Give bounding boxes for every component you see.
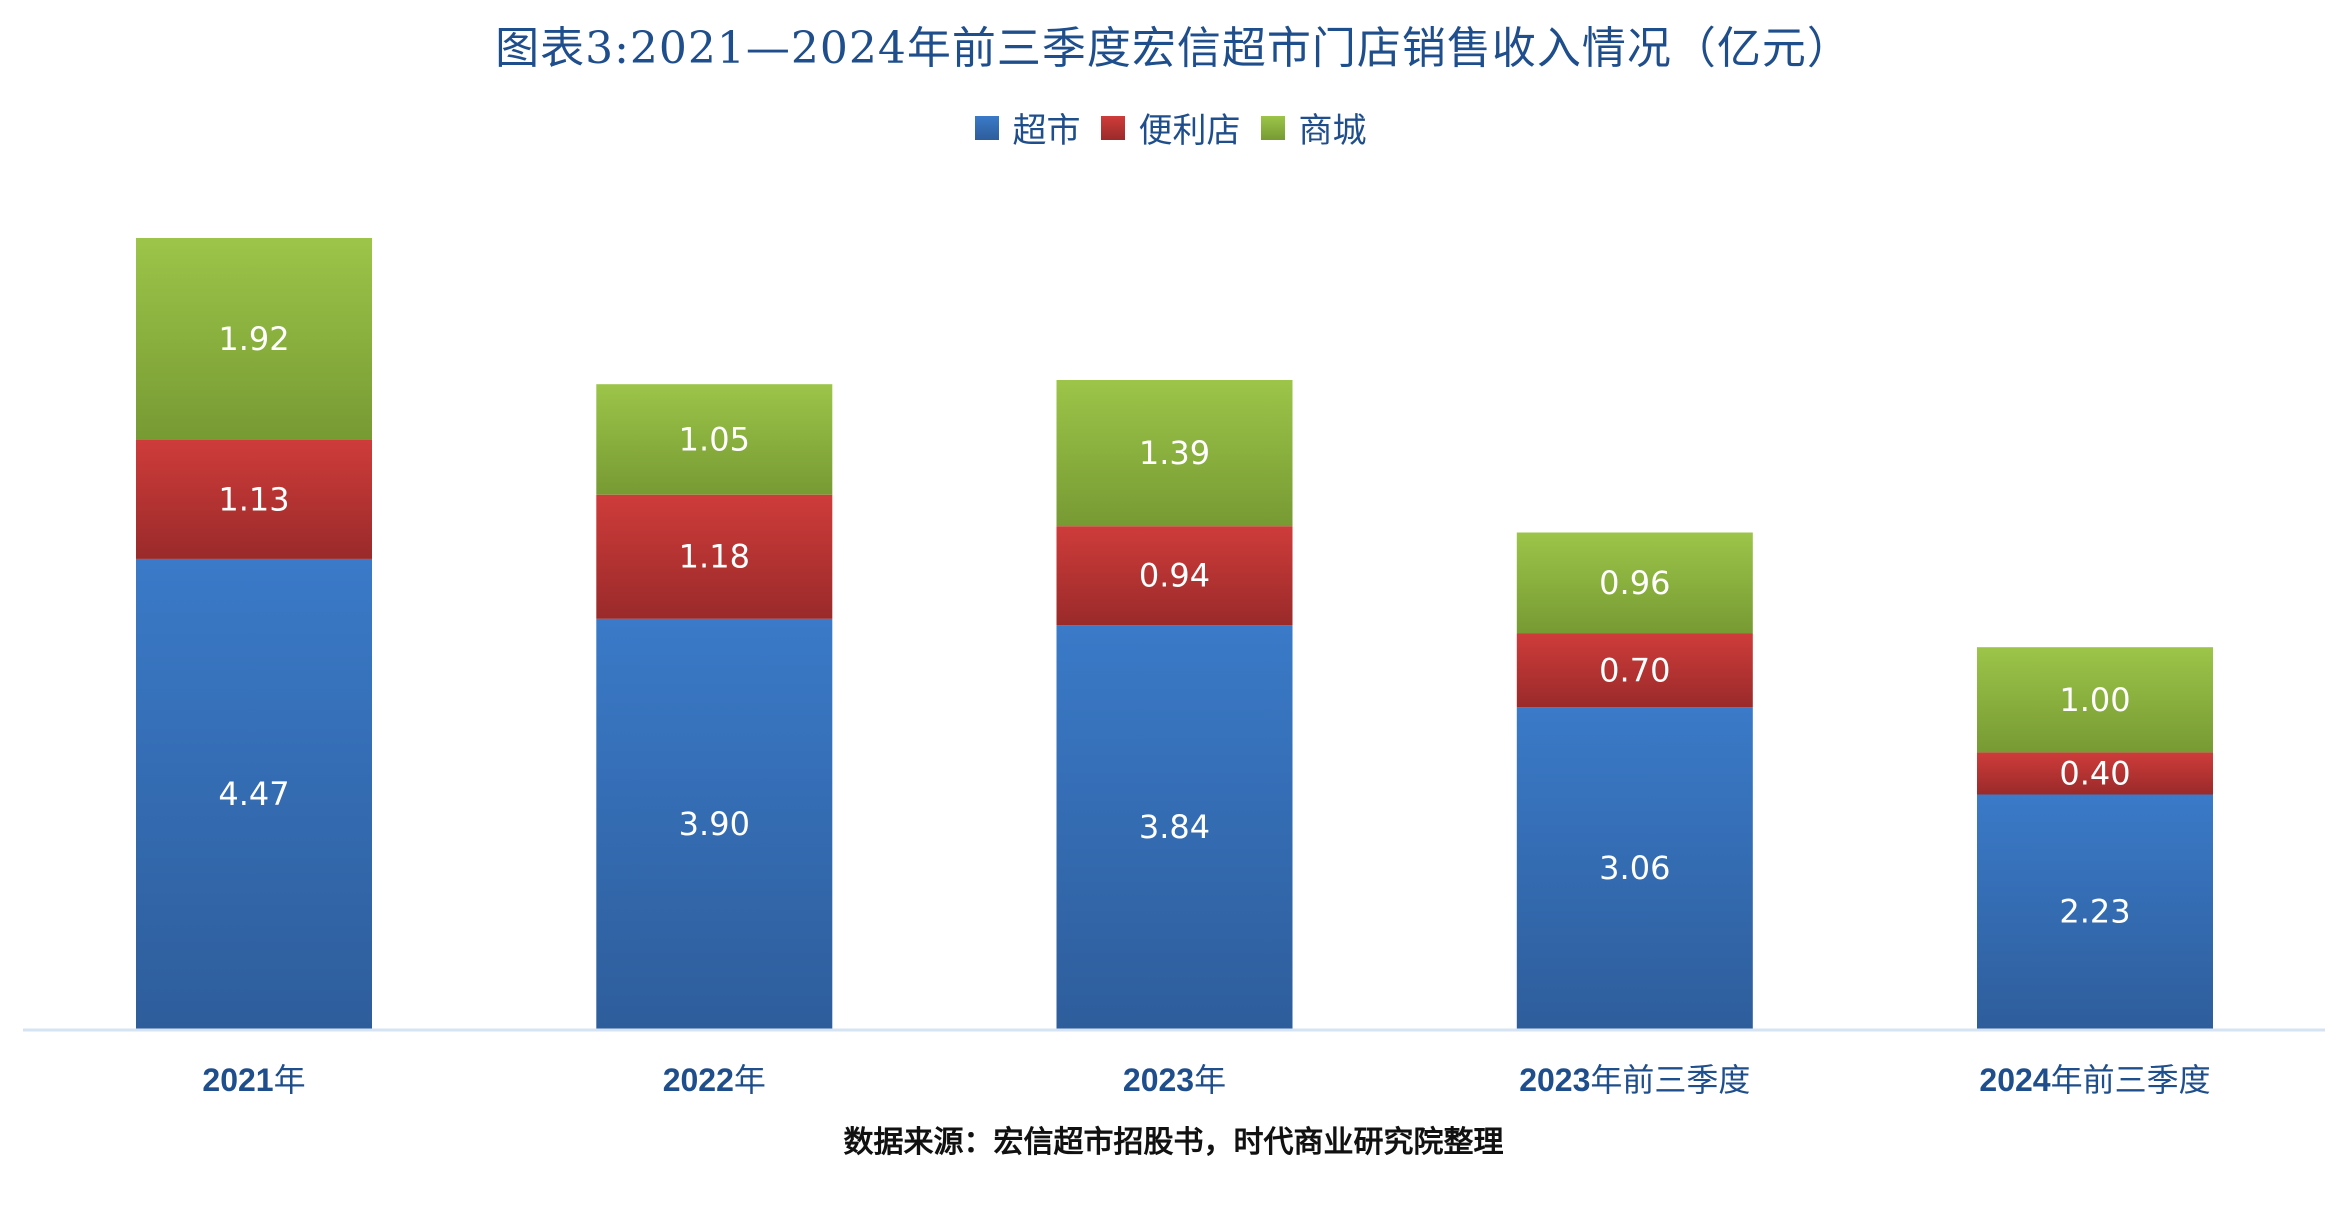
bar-segment-mall	[1516, 532, 1753, 634]
category-label: 2021年	[202, 1061, 305, 1099]
value-label-mall: 1.05	[679, 420, 750, 458]
legend-label-mall: 商城	[1298, 111, 1367, 151]
bar-segment-convenience-store	[1516, 633, 1753, 708]
legend-item-mall: 商城	[1260, 103, 1367, 152]
bar-segment-supermarket	[1516, 707, 1753, 1029]
value-label-convenience-store: 0.70	[1599, 651, 1670, 689]
value-label-supermarket: 3.06	[1599, 849, 1670, 887]
legend-swatch-supermarket	[974, 115, 999, 140]
bar-segment-mall	[1977, 647, 2213, 753]
data-source-note: 数据来源：宏信超市招股书，时代商业研究院整理	[843, 1125, 1504, 1160]
value-label-convenience-store: 1.13	[218, 480, 289, 518]
bar-segment-convenience-store	[136, 440, 372, 559]
value-label-convenience-store: 0.40	[2059, 754, 2130, 792]
category-labels-group: 2021年 2022年 2023年 2023年前三季度 2024年前三季度	[202, 1061, 2210, 1099]
legend: 超市 便利店 商城	[0, 103, 2347, 152]
category-label: 2023年	[1123, 1061, 1226, 1099]
value-label-supermarket: 3.90	[679, 805, 750, 843]
bar-segment-mall	[1056, 380, 1293, 527]
value-labels-group: 4.47 1.13 1.92 3.90 1.18 1.05 3.84 0.94 1.39 3.06…	[218, 320, 2130, 931]
value-label-convenience-store: 1.18	[679, 538, 750, 576]
legend-label-convenience-store: 便利店	[1138, 111, 1241, 151]
bar-segment-convenience-store	[1056, 526, 1293, 626]
value-label-mall: 1.92	[218, 320, 289, 358]
bars-group	[136, 238, 2213, 1029]
bar-segment-supermarket	[136, 558, 372, 1029]
legend-swatch-convenience-store	[1100, 115, 1125, 140]
bar-segment-supermarket	[1056, 625, 1293, 1029]
value-label-mall: 1.00	[2059, 681, 2130, 719]
category-label: 2022年	[663, 1061, 766, 1099]
legend-swatch-mall	[1260, 115, 1285, 140]
value-label-supermarket: 3.84	[1139, 808, 1210, 846]
bar-segment-mall	[136, 238, 372, 440]
value-label-mall: 0.96	[1599, 564, 1670, 602]
category-label: 2024年前三季度	[1979, 1061, 2210, 1099]
bar-segment-supermarket	[596, 618, 833, 1029]
bar-segment-convenience-store	[596, 494, 833, 619]
value-label-supermarket: 2.23	[2059, 893, 2130, 931]
bar-segment-supermarket	[1977, 794, 2213, 1029]
value-label-supermarket: 4.47	[218, 775, 289, 813]
bar-segment-mall	[596, 384, 833, 495]
legend-label-supermarket: 超市	[1012, 111, 1081, 151]
value-label-convenience-store: 0.94	[1139, 557, 1210, 595]
value-label-mall: 1.39	[1139, 434, 1210, 472]
category-label: 2023年前三季度	[1519, 1061, 1750, 1099]
legend-item-convenience-store: 便利店	[1100, 103, 1241, 152]
legend-item-supermarket: 超市	[974, 103, 1081, 152]
bar-segment-convenience-store	[1977, 752, 2213, 795]
chart-title: 图表3:2021—2024年前三季度宏信超市门店销售收入情况（亿元）	[495, 23, 1852, 74]
